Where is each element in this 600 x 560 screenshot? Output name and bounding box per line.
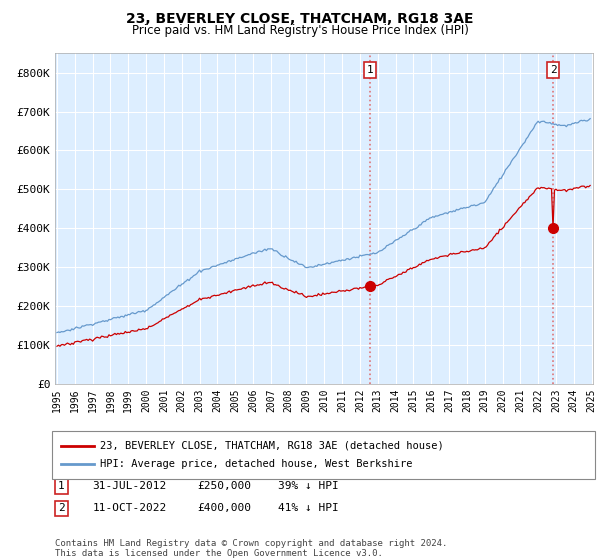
Text: 23, BEVERLEY CLOSE, THATCHAM, RG18 3AE (detached house): 23, BEVERLEY CLOSE, THATCHAM, RG18 3AE (… [100,441,444,451]
Text: Contains HM Land Registry data © Crown copyright and database right 2024.
This d: Contains HM Land Registry data © Crown c… [55,539,448,558]
Text: 31-JUL-2012: 31-JUL-2012 [92,481,167,491]
Text: 1: 1 [58,481,65,491]
Text: 39% ↓ HPI: 39% ↓ HPI [278,481,339,491]
Text: 41% ↓ HPI: 41% ↓ HPI [278,503,339,514]
Text: £250,000: £250,000 [197,481,251,491]
Text: Price paid vs. HM Land Registry's House Price Index (HPI): Price paid vs. HM Land Registry's House … [131,24,469,36]
Text: 2: 2 [550,65,556,75]
Text: HPI: Average price, detached house, West Berkshire: HPI: Average price, detached house, West… [100,459,413,469]
Text: 23, BEVERLEY CLOSE, THATCHAM, RG18 3AE: 23, BEVERLEY CLOSE, THATCHAM, RG18 3AE [126,12,474,26]
Text: 1: 1 [367,65,374,75]
Text: 11-OCT-2022: 11-OCT-2022 [92,503,167,514]
Text: 2: 2 [58,503,65,514]
Text: £400,000: £400,000 [197,503,251,514]
